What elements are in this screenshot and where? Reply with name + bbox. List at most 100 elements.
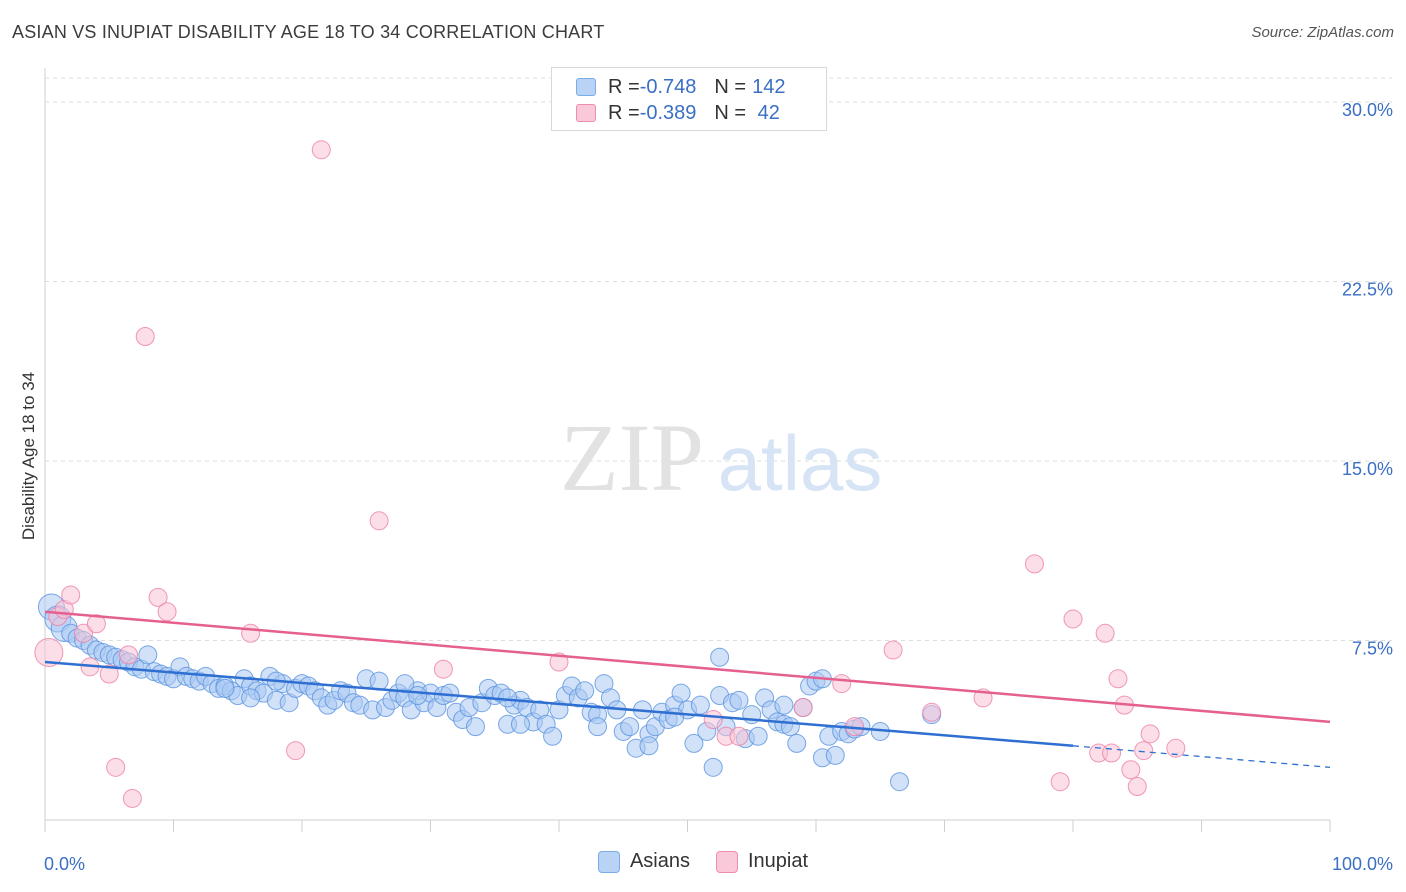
- legend-r-label: R =: [608, 75, 640, 98]
- inupiat-point: [922, 702, 942, 722]
- gridlines: [45, 77, 1392, 641]
- asians-point: [710, 647, 730, 667]
- legend-r-value: -0.748: [639, 75, 697, 98]
- asians-point: [729, 690, 749, 710]
- asians-point: [703, 757, 723, 777]
- asians-point: [690, 695, 710, 715]
- y-tick-label: 30.0%: [1342, 100, 1393, 120]
- correlation-legend: R = -0.748 N = 142 R = -0.389 N = 42: [551, 67, 827, 131]
- y-tick-label: 22.5%: [1342, 279, 1393, 299]
- x-tick-label: 100.0%: [1332, 854, 1393, 874]
- legend-label-inupiat: Inupiat: [747, 850, 809, 872]
- inupiat-point: [1050, 772, 1070, 792]
- source-credit: Source: ZipAtlas.com: [1251, 24, 1394, 41]
- asians-point: [588, 717, 608, 737]
- legend-item-asians[interactable]: Asians: [597, 850, 690, 873]
- y-tick-labels: 7.5% 15.0% 22.5% 30.0%: [1342, 100, 1393, 659]
- asians-point: [369, 671, 389, 691]
- inupiat-point: [549, 652, 569, 672]
- series-legend: Asians Inupiat: [0, 850, 1406, 873]
- inupiat-point: [793, 698, 813, 718]
- legend-label-asians: Asians: [629, 850, 690, 872]
- asians-point: [890, 772, 910, 792]
- asians-point: [780, 717, 800, 737]
- inupiat-point: [1108, 669, 1128, 689]
- legend-swatch-asians: [597, 850, 620, 873]
- trend-line-inupiat: [44, 610, 1331, 724]
- y-axis-label: Disability Age 18 to 34: [19, 372, 38, 540]
- inupiat-point: [1095, 623, 1115, 643]
- inupiat-point: [135, 327, 155, 347]
- inupiat-point: [157, 602, 177, 622]
- asians-point: [665, 707, 685, 727]
- inupiat-point: [1140, 724, 1160, 744]
- x-tick-labels: 0.0% 100.0%: [44, 854, 1393, 874]
- y-tick-label: 15.0%: [1342, 459, 1393, 479]
- asians-point: [748, 726, 768, 746]
- inupiat-point: [883, 640, 903, 660]
- inupiat-point: [703, 709, 723, 729]
- legend-swatch-inupiat: [576, 104, 596, 122]
- asians-point: [671, 683, 691, 703]
- inupiat-point: [1102, 743, 1122, 763]
- axes: [44, 68, 1331, 832]
- chart-title: ASIAN VS INUPIAT DISABILITY AGE 18 TO 34…: [12, 22, 605, 42]
- inupiat-point: [1127, 776, 1147, 796]
- asians-point: [684, 733, 704, 753]
- legend-swatch-inupiat: [715, 850, 738, 873]
- asians-point: [408, 686, 428, 706]
- legend-n-value: 142: [752, 75, 786, 98]
- legend-r-value: -0.389: [639, 101, 697, 124]
- legend-row-asians: R = -0.748 N = 142: [576, 75, 785, 99]
- trend-line-asians: [44, 660, 1074, 748]
- asians-point: [440, 683, 460, 703]
- asians-point: [215, 678, 235, 698]
- inupiat-point: [74, 623, 94, 643]
- inupiat-point: [106, 757, 126, 777]
- asians-point: [575, 681, 595, 701]
- inupiat-point: [241, 623, 261, 643]
- asians-point: [620, 717, 640, 737]
- inupiat-point: [34, 637, 64, 667]
- legend-n-label: N =: [714, 75, 747, 98]
- inupiat-point: [311, 140, 331, 160]
- trend-line-asians-extension: [1072, 745, 1331, 768]
- legend-r-label: R =: [608, 101, 640, 124]
- inupiat-point: [99, 664, 119, 684]
- inupiat-point: [119, 645, 139, 665]
- asians-point: [510, 714, 530, 734]
- y-tick-label: 7.5%: [1352, 638, 1393, 658]
- inupiat-point: [86, 614, 106, 634]
- x-tick-label: 0.0%: [44, 854, 85, 874]
- inupiat-point: [1166, 738, 1186, 758]
- asians-point: [787, 733, 807, 753]
- asians-point: [465, 717, 485, 737]
- watermark-zip: ZIP: [560, 404, 704, 511]
- watermark-atlas: atlas: [718, 419, 883, 507]
- asians-point: [639, 736, 659, 756]
- legend-swatch-asians: [576, 78, 596, 96]
- asians-point: [241, 688, 261, 708]
- inupiat-point: [286, 741, 306, 761]
- inupiat-point: [122, 788, 142, 808]
- inupiat-point: [1121, 760, 1141, 780]
- legend-n-label: N =: [714, 101, 747, 124]
- series-inupiat-points: [34, 140, 1186, 808]
- inupiat-point: [61, 585, 81, 605]
- inupiat-point: [1063, 609, 1083, 629]
- inupiat-point: [433, 659, 453, 679]
- asians-point: [543, 726, 563, 746]
- inupiat-point: [1024, 554, 1044, 574]
- inupiat-point: [148, 587, 168, 607]
- inupiat-point: [1134, 741, 1154, 761]
- trend-lines: [44, 610, 1331, 768]
- asians-point: [825, 745, 845, 765]
- asians-point: [774, 695, 794, 715]
- legend-row-inupiat: R = -0.389 N = 42: [576, 101, 780, 125]
- inupiat-point: [832, 674, 852, 694]
- asians-point: [138, 645, 158, 665]
- inupiat-point: [369, 511, 389, 531]
- asians-point: [498, 688, 518, 708]
- legend-item-inupiat[interactable]: Inupiat: [715, 850, 809, 873]
